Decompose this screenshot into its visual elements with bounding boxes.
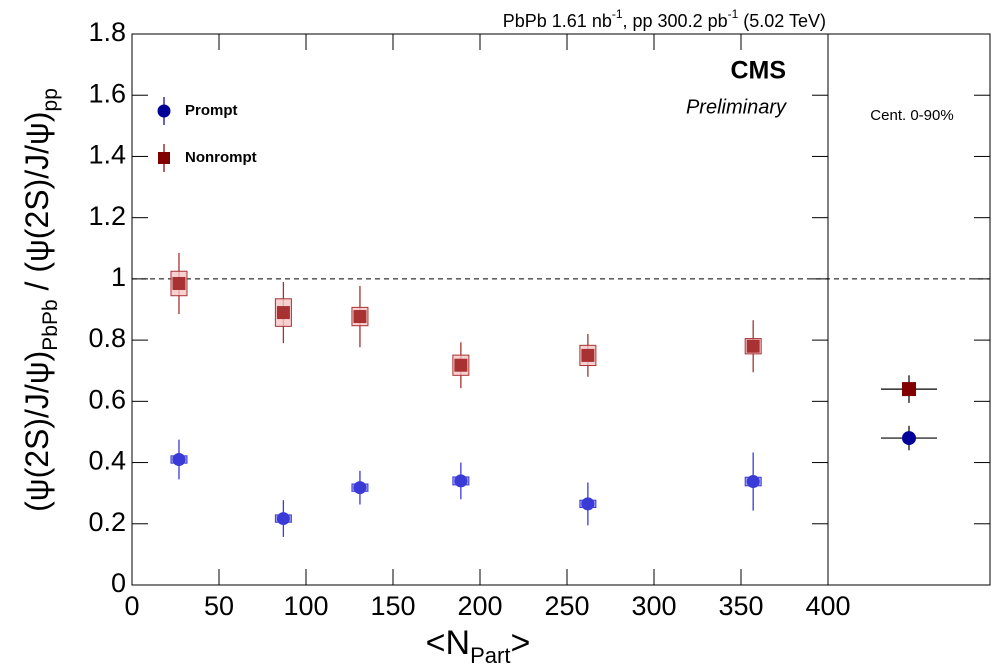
integrated-frame xyxy=(827,33,991,586)
title-part: PbPb 1.61 nb xyxy=(503,11,612,31)
x-label-sub: Part xyxy=(470,643,510,668)
y-tick-label: 1 xyxy=(111,262,126,292)
data-point xyxy=(454,358,468,372)
title-sup: -1 xyxy=(728,7,739,21)
data-point xyxy=(746,475,760,489)
legend-label: Nonrompt xyxy=(185,149,257,166)
y-label-sub: pp xyxy=(39,88,62,111)
y-axis-label: (ψ(2S)/J/ψ)PbPb / (ψ(2S)/J/ψ)pp xyxy=(19,88,62,512)
x-tick-label: 100 xyxy=(283,591,328,621)
data-point xyxy=(172,452,186,466)
data-point xyxy=(276,512,290,526)
title-part: , pp 300.2 pb xyxy=(623,11,728,31)
data-point xyxy=(454,474,468,488)
legend-marker xyxy=(158,152,170,164)
y-tick-label: 0.6 xyxy=(88,384,126,414)
data-point xyxy=(276,306,290,320)
x-tick-label: 250 xyxy=(544,591,589,621)
data-point xyxy=(581,348,595,362)
x-tick-label: 200 xyxy=(457,591,502,621)
legend-label: Prompt xyxy=(185,102,238,119)
status-label: Preliminary xyxy=(686,96,787,118)
x-tick-label: 50 xyxy=(204,591,234,621)
y-tick-label: 0.8 xyxy=(88,323,126,353)
title-sup: -1 xyxy=(612,7,623,21)
integrated-label: Cent. 0-90% xyxy=(870,107,953,124)
x-tick-label: 0 xyxy=(124,591,139,621)
x-tick-label: 150 xyxy=(370,591,415,621)
x-axis-label: <NPart> xyxy=(426,624,531,668)
y-tick-label: 1.8 xyxy=(88,17,126,47)
x-label-part: <N xyxy=(426,624,470,662)
y-tick-label: 1.4 xyxy=(88,140,126,170)
integrated-point xyxy=(902,382,916,397)
x-label-part: > xyxy=(510,624,530,662)
y-tick-label: 0 xyxy=(111,568,126,598)
data-point xyxy=(172,276,186,290)
y-label-part: / (ψ(2S)/J/ψ) xyxy=(19,111,55,299)
y-tick-label: 1.2 xyxy=(88,201,126,231)
data-point xyxy=(746,339,760,353)
data-point xyxy=(353,310,367,324)
y-tick-label: 0.2 xyxy=(88,507,126,537)
y-tick-label: 0.4 xyxy=(88,446,126,476)
data-point xyxy=(353,481,367,495)
label-cover xyxy=(829,592,996,632)
x-tick-label: 400 xyxy=(805,591,850,621)
x-tick-label: 350 xyxy=(718,591,763,621)
plot-area: Prompt Nonrompt xyxy=(131,33,990,586)
chart-title: PbPb 1.61 nb-1, pp 300.2 pb-1 (5.02 TeV) xyxy=(503,7,826,31)
y-label-sub: PbPb xyxy=(39,299,62,350)
experiment-label: CMS xyxy=(730,57,786,85)
data-point xyxy=(581,497,595,511)
integrated-point xyxy=(902,431,916,446)
x-tick-label: 300 xyxy=(631,591,676,621)
y-tick-label: 1.6 xyxy=(88,78,126,108)
y-label-part: (ψ(2S)/J/ψ) xyxy=(19,351,55,512)
title-part: (5.02 TeV) xyxy=(738,11,826,31)
legend-marker xyxy=(157,104,171,118)
